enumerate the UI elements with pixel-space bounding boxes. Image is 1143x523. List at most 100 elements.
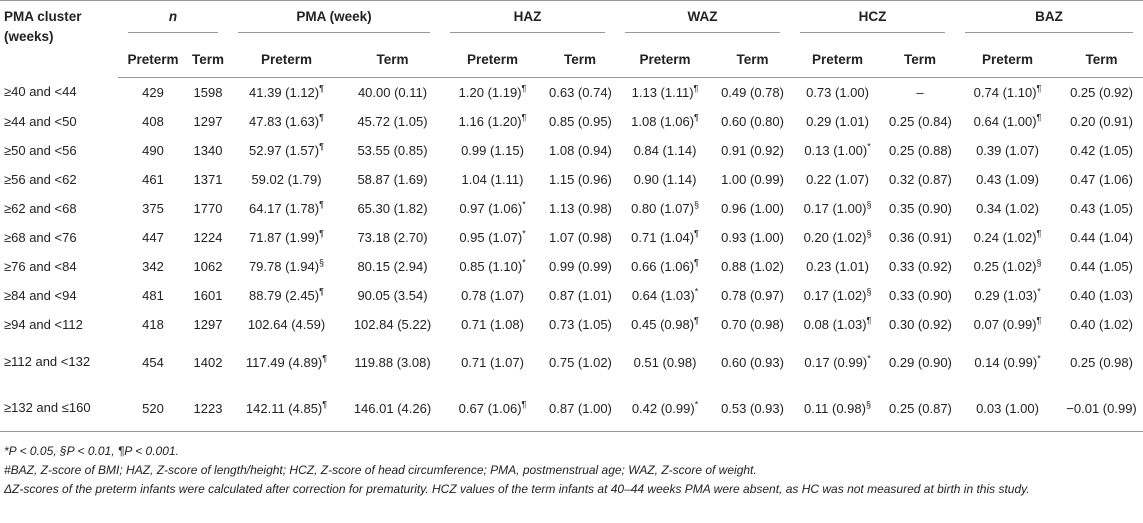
header-row: PMA cluster (weeks) n PMA (week) HAZ WAZ HCZ… [0, 0, 1143, 78]
footnote: ΔZ-scores of the preterm infants were ca… [4, 482, 1030, 496]
cell: 1297 [193, 114, 223, 129]
cell: 1770 [193, 201, 223, 216]
cell: 1402 [193, 354, 223, 370]
subheader: Preterm [615, 41, 716, 78]
data-row: ≥94 and <112 418 1297 102.64 (4.59) 102.84 (… [0, 310, 1143, 339]
row-label: ≥68 and <76 [4, 229, 77, 245]
cell: 0.97 (1.06)* [459, 199, 526, 216]
subheader: Term [885, 41, 956, 78]
cell: 0.71 (1.07) [461, 354, 524, 370]
cell: 65.30 (1.82) [357, 201, 428, 216]
cell: 0.25 (0.88) [889, 143, 952, 158]
cell: 0.78 (1.07) [461, 288, 524, 303]
cell: 0.24 (1.02)¶ [973, 228, 1042, 245]
cell: 0.30 (0.92) [889, 317, 952, 332]
group-header: WAZ [615, 0, 791, 41]
cell: 1.08 (0.94) [549, 143, 612, 158]
cell: 0.25 (0.84) [889, 114, 952, 129]
subheader: Preterm [440, 41, 546, 78]
cell: 79.78 (1.94)§ [248, 257, 325, 274]
cell: 0.70 (0.98) [721, 317, 784, 332]
subheader: Preterm [955, 41, 1061, 78]
cell: 0.63 (0.74) [549, 85, 612, 100]
cell: 375 [142, 201, 164, 216]
cell: 58.87 (1.69) [357, 172, 428, 187]
cell: 53.55 (0.85) [357, 143, 428, 158]
cell: 0.75 (1.02) [549, 354, 612, 370]
cell: 0.45 (0.98)¶ [631, 315, 699, 332]
cell: 0.99 (1.15) [461, 143, 524, 158]
cell: 0.42 (1.05) [1070, 143, 1133, 158]
cell: 490 [142, 143, 164, 158]
cell: 1223 [188, 385, 228, 432]
cell: 0.39 (1.07) [976, 143, 1039, 158]
cell: 73.18 (2.70) [357, 230, 428, 245]
group-label: WAZ [625, 9, 781, 33]
cell: 0.29 (1.01) [806, 114, 869, 129]
footnotes: *P < 0.05, §P < 0.01, ¶P < 0.001. #BAZ, Z… [0, 432, 1143, 499]
cell: 0.60 (0.93) [721, 354, 784, 370]
cell: 454 [142, 354, 164, 370]
cell: 0.78 (0.97) [721, 288, 784, 303]
cell: 0.40 (1.03) [1070, 288, 1133, 303]
footnote: *P < 0.05, §P < 0.01, ¶P < 0.001. [4, 444, 179, 458]
cell: 0.88 (1.02) [721, 259, 784, 274]
cell: 0.53 (0.93) [715, 385, 791, 432]
cell: 481 [142, 288, 164, 303]
data-row: ≥132 and ≤160 520 1223 142.11 (4.85)¶ 146.01… [0, 385, 1143, 432]
cell: 0.17 (0.99)* [804, 353, 871, 370]
cell: 1.13 (1.11)¶ [631, 83, 699, 100]
results-table: PMA cluster (weeks) n PMA (week) HAZ WAZ HCZ… [0, 0, 1143, 432]
cell: 0.20 (0.91) [1070, 114, 1133, 129]
cell: 1.13 (0.98) [549, 201, 612, 216]
cell: 45.72 (1.05) [357, 114, 428, 129]
data-row: ≥84 and <94 481 1601 88.79 (2.45)¶ 90.05 (3.… [0, 281, 1143, 310]
cell: 0.43 (1.09) [976, 172, 1039, 187]
data-row: ≥50 and <56 490 1340 52.97 (1.57)¶ 53.55 (0.… [0, 136, 1143, 165]
group-header: PMA (week) [228, 0, 441, 41]
cell: 0.32 (0.87) [889, 172, 952, 187]
cell: 0.07 (0.99)¶ [973, 315, 1042, 332]
cell: 0.42 (0.99)* [615, 385, 716, 432]
group-label: BAZ [965, 9, 1134, 33]
group-label: HAZ [450, 9, 606, 33]
cell: 1224 [193, 230, 223, 245]
cell: 0.08 (1.03)¶ [803, 315, 872, 332]
row-label: ≥40 and <44 [4, 84, 77, 100]
subheader: Term [545, 41, 616, 78]
cell: 1062 [193, 259, 223, 274]
cell: 0.71 (1.04)¶ [631, 228, 699, 245]
cell: 0.35 (0.90) [889, 201, 952, 216]
cell: 1371 [193, 172, 223, 187]
cell: 41.39 (1.12)¶ [249, 83, 324, 100]
data-row: ≥56 and <62 461 1371 59.02 (1.79) 58.87 (1.6… [0, 165, 1143, 194]
subheader: Preterm [790, 41, 886, 78]
cell: 0.87 (1.00) [545, 385, 616, 432]
cell: 0.87 (1.01) [549, 288, 612, 303]
row-label: ≥84 and <94 [4, 287, 77, 303]
subheader: Preterm [228, 41, 345, 78]
column-header: PMA cluster (weeks) [0, 0, 118, 78]
cell: 0.60 (0.80) [721, 114, 784, 129]
cell: −0.01 (0.99) [1060, 385, 1143, 432]
cell: 0.80 (1.07)§ [631, 199, 699, 216]
cell: 0.23 (1.01) [806, 259, 869, 274]
subheader: Term [345, 41, 441, 78]
subheader: Term [715, 41, 791, 78]
data-row: ≥112 and <132 454 1402 117.49 (4.89)¶ 119.88… [0, 339, 1143, 385]
cell: 0.25 (0.98) [1070, 354, 1133, 370]
cell: 0.85 (1.10)* [459, 257, 526, 274]
row-label: ≥50 and <56 [4, 142, 77, 158]
cell: 0.47 (1.06) [1070, 172, 1133, 187]
cell: 0.03 (1.00) [955, 385, 1061, 432]
cell: 117.49 (4.89)¶ [245, 353, 328, 370]
cell: 0.73 (1.05) [549, 317, 612, 332]
row-label: ≥112 and <132 [4, 354, 91, 369]
row-label: ≥62 and <68 [4, 200, 77, 216]
cell: 408 [142, 114, 164, 129]
cell: 0.64 (1.00)¶ [973, 112, 1042, 129]
cell: 1.00 (0.99) [721, 172, 784, 187]
cell: 342 [142, 259, 164, 274]
cell: 40.00 (0.11) [357, 85, 428, 100]
